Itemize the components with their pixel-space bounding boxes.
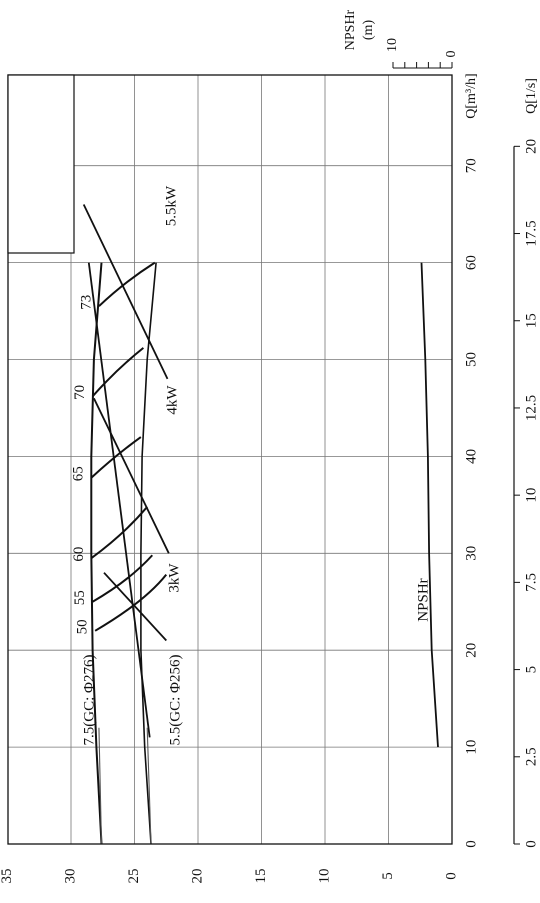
efficiency-label: 70 <box>72 385 88 400</box>
labels-layer: 0 5 10 15 20 25 30 35 0 10 20 30 40 50 60 70 0 2.5 5 7.5 10 1… <box>0 9 539 883</box>
flow-tick-label-ls: 7.5 <box>523 573 539 592</box>
series-head-tail <box>98 727 103 845</box>
series-label-5.5kw: 5.5kW <box>163 185 179 226</box>
efficiency-label: 73 <box>78 295 94 310</box>
flow-axis-label-m3h: Q[m³/h] <box>464 73 479 118</box>
efficiency-label: 55 <box>72 590 88 605</box>
efficiency-label: 60 <box>71 547 87 562</box>
flow-tick-label-m3h: 10 <box>463 740 479 755</box>
efficiency-label: 65 <box>71 466 87 481</box>
efficiency-curve <box>91 347 145 397</box>
series-power <box>87 262 151 738</box>
flow-tick-label-ls: 5 <box>523 666 539 674</box>
head-tick-label: 0 <box>443 872 459 880</box>
head-tick-label: 5 <box>380 872 396 880</box>
series-power <box>93 397 170 554</box>
npsh-axis-label-unit: (m) <box>361 20 376 41</box>
head-tick-label: 35 <box>0 869 15 884</box>
efficiency-curve <box>92 554 154 603</box>
series-label-3kw: 3kW <box>166 563 182 593</box>
npsh-tick-label: 0 <box>444 51 459 58</box>
series-power <box>82 204 169 380</box>
series-label-4kw: 4kW <box>164 385 180 415</box>
efficiency-curve <box>90 436 142 479</box>
flow-tick-label-m3h: 60 <box>463 255 479 270</box>
flow-tick-label-ls: 17.5 <box>523 220 539 246</box>
series-head-tail <box>146 727 152 845</box>
efficiency-label: 50 <box>75 619 91 634</box>
efficiency-curve <box>98 261 156 307</box>
flow-tick-label-m3h: 0 <box>463 840 479 848</box>
flow-tick-label-ls: 10 <box>523 488 539 503</box>
flow-tick-label-m3h: 20 <box>463 643 479 658</box>
head-tick-label: 25 <box>126 869 142 884</box>
series-label-5.5: 5.5(GC: Φ256) <box>167 655 183 746</box>
head-tick-label: 30 <box>62 869 78 884</box>
head-tick-label: 10 <box>316 869 332 884</box>
series-layer <box>82 204 439 845</box>
flow-axis-label-ls: Q[1/s] <box>524 78 539 114</box>
plot-frame <box>7 74 453 845</box>
series-head <box>90 262 103 845</box>
efficiency-curve <box>90 506 148 559</box>
flow-tick-label-m3h: 40 <box>463 449 479 464</box>
series-label-npshr: NPSHr <box>415 578 431 621</box>
flow-tick-label-ls: 2.5 <box>523 747 539 766</box>
series-head <box>140 262 157 845</box>
flow-tick-label-m3h: 70 <box>463 158 479 173</box>
npsh-axis-label: NPSHr <box>343 9 358 50</box>
flow-tick-label-ls: 12.5 <box>523 395 539 421</box>
axes-layer <box>7 62 520 845</box>
flow-tick-label-m3h: 50 <box>463 352 479 367</box>
model-label-box <box>7 74 75 254</box>
flow-tick-label-m3h: 30 <box>463 546 479 561</box>
efficiency-curve <box>94 573 168 632</box>
series-label-7.5: 7.5(GC: Φ276) <box>81 655 97 746</box>
head-tick-label: 15 <box>253 869 269 884</box>
npsh-tick-label: 10 <box>385 38 400 52</box>
series-power <box>103 572 167 642</box>
head-tick-label: 20 <box>189 869 205 884</box>
flow-tick-label-ls: 15 <box>523 313 539 328</box>
series-npsh <box>420 262 439 748</box>
flow-tick-label-ls: 0 <box>523 840 539 848</box>
flow-tick-label-ls: 20 <box>523 139 539 154</box>
